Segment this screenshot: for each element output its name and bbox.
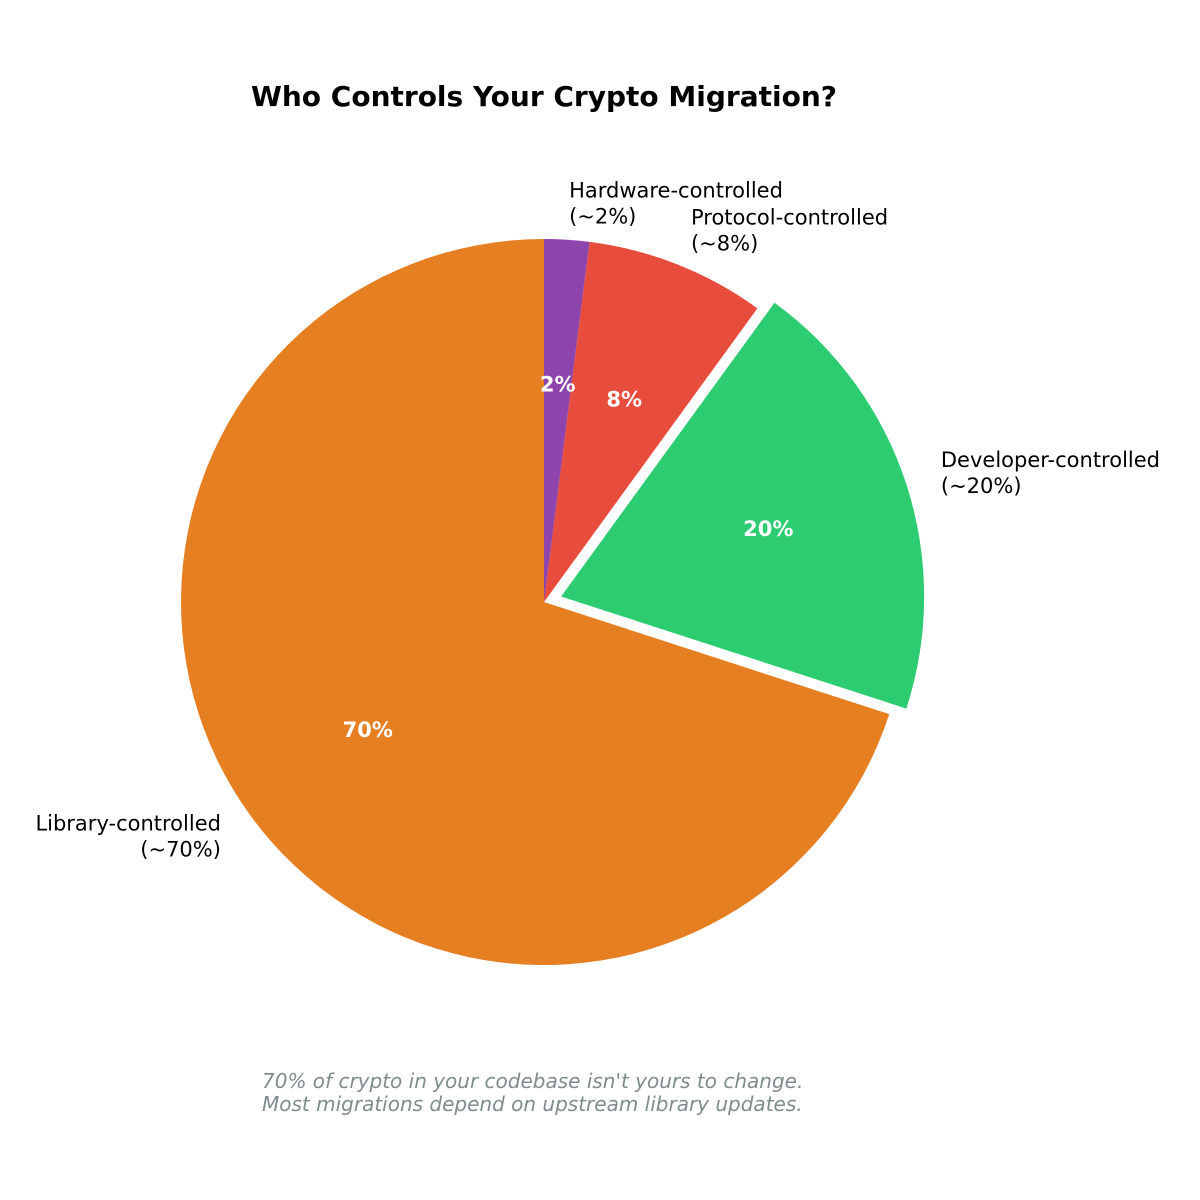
pie-labels: 70% Library-controlled(~70%) 20% Developer-… bbox=[35, 178, 1160, 861]
pie-slice-library-controlled bbox=[181, 239, 890, 965]
approx-label: (~2%) bbox=[569, 204, 636, 228]
approx-label: (~8%) bbox=[691, 232, 758, 256]
category-label: Developer-controlled bbox=[941, 448, 1160, 472]
caption-line-1: 70% of crypto in your codebase isn't you… bbox=[262, 1069, 803, 1093]
pct-label: 70% bbox=[343, 718, 393, 742]
category-label: Library-controlled bbox=[35, 812, 221, 836]
pie-slice-developer-controlled bbox=[561, 302, 925, 709]
pie-slices bbox=[181, 239, 925, 965]
pct-label: 8% bbox=[606, 387, 642, 411]
chart-title: Who Controls Your Crypto Migration? bbox=[251, 80, 837, 113]
pct-label: 2% bbox=[540, 373, 576, 397]
category-label: Hardware-controlled bbox=[569, 178, 783, 202]
category-label: Protocol-controlled bbox=[691, 206, 888, 230]
approx-label: (~70%) bbox=[140, 838, 221, 862]
pie-slice-protocol-controlled bbox=[544, 241, 758, 602]
caption-line-2: Most migrations depend on upstream libra… bbox=[262, 1092, 803, 1116]
pct-label: 20% bbox=[743, 517, 793, 541]
pie-slice-hardware-controlled bbox=[544, 239, 590, 602]
approx-label: (~20%) bbox=[941, 474, 1022, 498]
